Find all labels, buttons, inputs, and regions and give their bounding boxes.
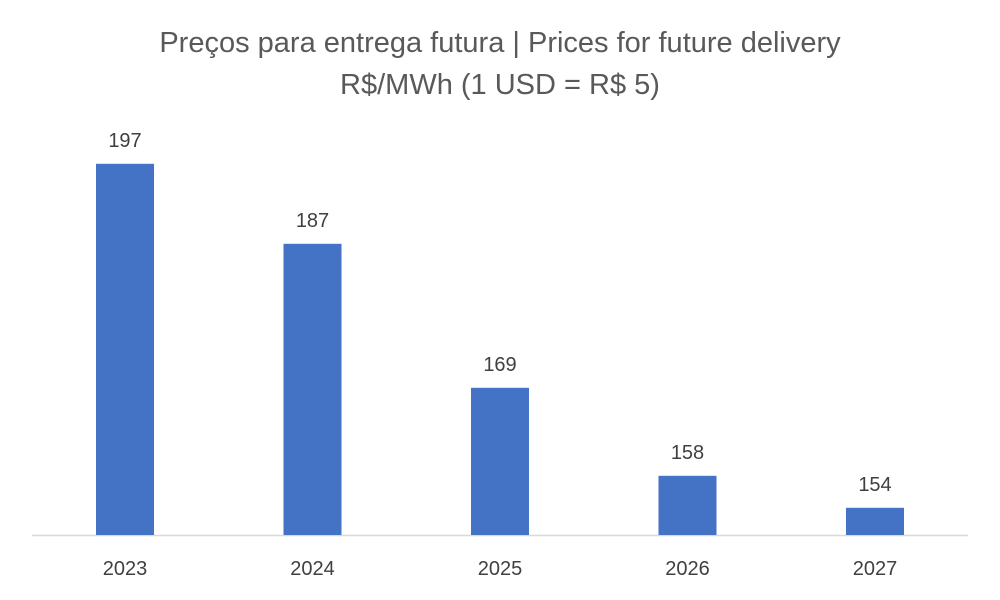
data-label-2023: 197 [108,130,141,152]
data-label-2027: 154 [858,474,891,496]
bar-2023 [96,163,154,536]
x-tick-label-2025: 2025 [478,558,523,580]
x-tick-label-2026: 2026 [665,558,710,580]
chart-title: Preços para entrega futura | Prices for … [159,27,841,59]
bar-2027 [846,507,904,535]
data-label-2024: 187 [296,210,329,232]
x-tick-label-2027: 2027 [853,558,898,580]
data-label-2025: 169 [483,354,516,376]
x-tick-label-2024: 2024 [290,558,335,580]
bar-2024 [283,243,342,536]
x-tick-label-2023: 2023 [103,558,148,580]
data-label-2026: 158 [671,442,704,464]
bar-2026 [658,475,717,535]
bar-2025 [471,387,529,535]
chart-subtitle: R$/MWh (1 USD = R$ 5) [340,69,660,101]
